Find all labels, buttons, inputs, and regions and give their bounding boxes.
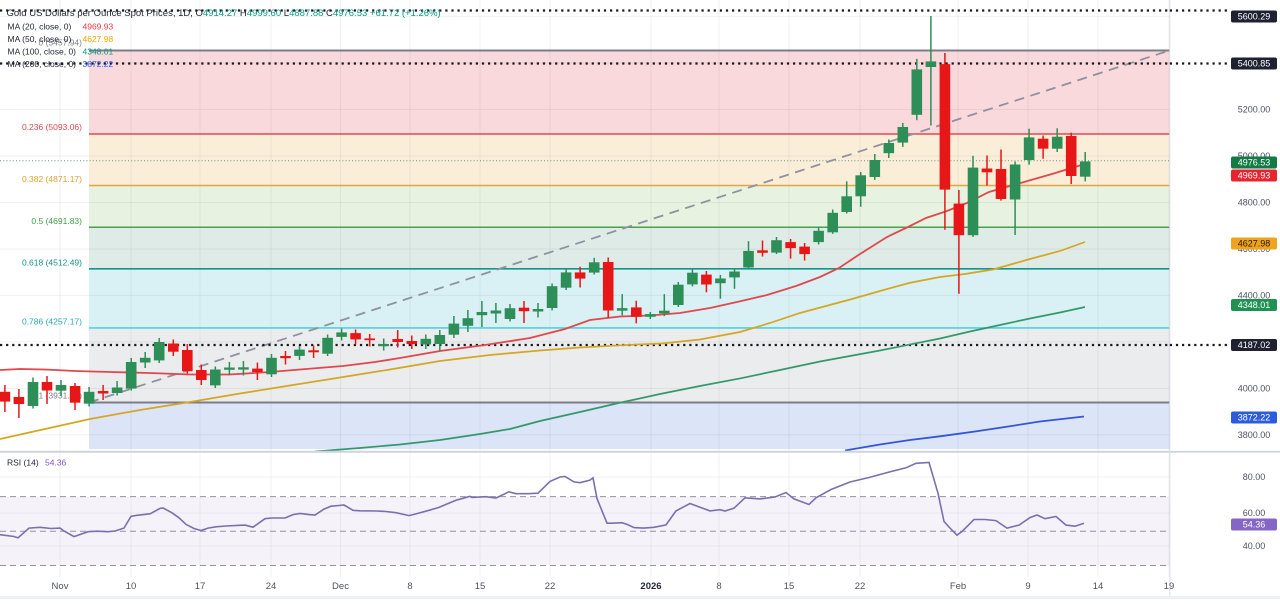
svg-text:4800.00: 4800.00: [1238, 198, 1271, 208]
svg-text:5200.00: 5200.00: [1238, 105, 1271, 115]
svg-text:2026: 2026: [640, 581, 661, 592]
svg-text:14: 14: [1093, 581, 1104, 592]
svg-text:3872.22: 3872.22: [83, 59, 114, 69]
svg-text:Feb: Feb: [950, 581, 966, 592]
svg-text:Dec: Dec: [332, 581, 349, 592]
svg-text:9: 9: [1025, 581, 1030, 592]
svg-text:0 (5457.94): 0 (5457.94): [39, 38, 83, 48]
svg-text:4976.53: 4976.53: [1238, 158, 1271, 168]
svg-text:0.382 (4871.17): 0.382 (4871.17): [22, 174, 82, 184]
svg-text:4627.98: 4627.98: [83, 34, 114, 44]
svg-text:4400.00: 4400.00: [1238, 291, 1271, 301]
svg-text:17: 17: [195, 581, 206, 592]
svg-text:8: 8: [716, 581, 721, 592]
svg-text:4969.93: 4969.93: [83, 22, 114, 32]
svg-text:15: 15: [475, 581, 486, 592]
svg-text:8: 8: [407, 581, 412, 592]
svg-text:40.00: 40.00: [1243, 541, 1266, 551]
svg-text:4000.00: 4000.00: [1238, 384, 1271, 394]
svg-text:4627.98: 4627.98: [1238, 239, 1271, 249]
svg-text:80.00: 80.00: [1243, 472, 1266, 482]
svg-text:60.00: 60.00: [1243, 508, 1266, 518]
svg-text:MA (50, close, 0): MA (50, close, 0): [8, 34, 72, 44]
svg-text:0.618 (4512.49): 0.618 (4512.49): [22, 258, 82, 268]
svg-text:0.786 (4257.17): 0.786 (4257.17): [22, 317, 82, 327]
svg-text:4969.93: 4969.93: [1238, 171, 1271, 181]
svg-text:0.5 (4691.83): 0.5 (4691.83): [31, 216, 82, 226]
svg-text:54.36: 54.36: [45, 458, 67, 468]
svg-text:10: 10: [126, 581, 137, 592]
svg-text:5000.00: 5000.00: [1238, 151, 1271, 161]
svg-text:3872.22: 3872.22: [1238, 413, 1271, 423]
svg-text:5400.85: 5400.85: [1238, 59, 1271, 69]
svg-text:15: 15: [784, 581, 795, 592]
svg-text:MA (20, close, 0): MA (20, close, 0): [8, 22, 72, 32]
svg-text:3800.00: 3800.00: [1238, 430, 1271, 440]
svg-text:22: 22: [545, 581, 556, 592]
svg-text:RSI (14): RSI (14): [7, 458, 39, 468]
svg-text:24: 24: [266, 581, 277, 592]
svg-text:19: 19: [1164, 581, 1175, 592]
svg-text:22: 22: [855, 581, 866, 592]
svg-text:Gold US Dollars per Ounce Spot: Gold US Dollars per Ounce Spot Prices, 1…: [7, 8, 441, 19]
svg-text:0.236 (5093.06): 0.236 (5093.06): [22, 122, 82, 132]
svg-text:4348.01: 4348.01: [1238, 300, 1271, 310]
svg-text:Nov: Nov: [52, 581, 69, 592]
svg-text:54.36: 54.36: [1243, 520, 1266, 530]
svg-text:5600.29: 5600.29: [1238, 12, 1271, 22]
svg-text:4187.02: 4187.02: [1238, 340, 1271, 350]
svg-text:MA (100, close, 0): MA (100, close, 0): [8, 47, 77, 57]
svg-text:MA (200, close, 0): MA (200, close, 0): [8, 59, 77, 69]
svg-text:4348.01: 4348.01: [83, 47, 114, 57]
